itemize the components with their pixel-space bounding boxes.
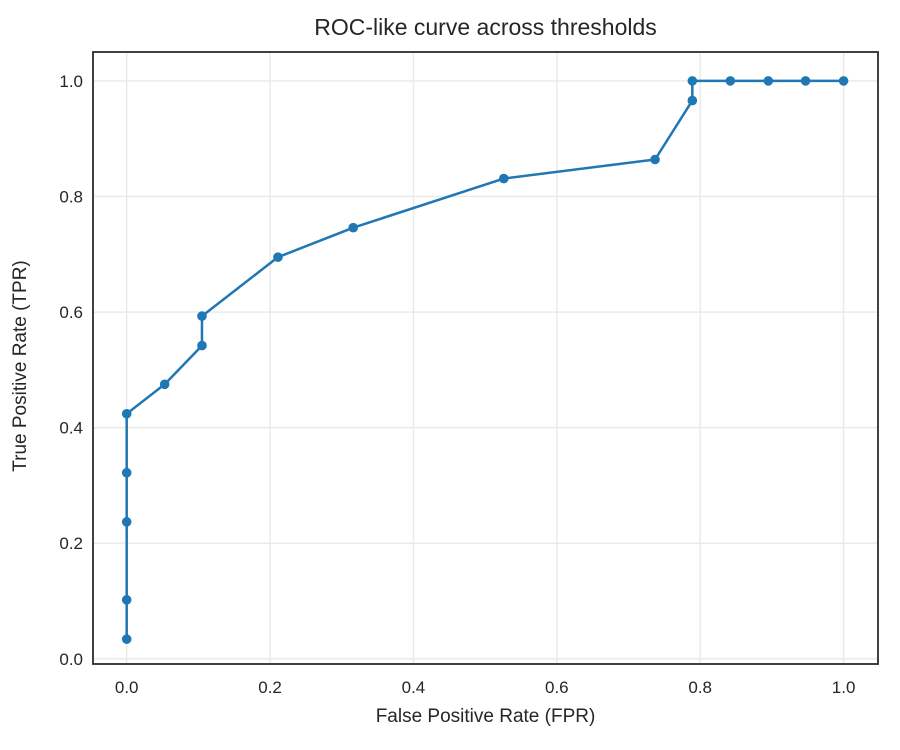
roc-data-point — [687, 76, 698, 86]
roc-data-point — [498, 173, 509, 184]
plot-border — [92, 51, 879, 665]
roc-data-point — [197, 311, 207, 321]
roc-data-point — [121, 595, 132, 605]
roc-data-point — [838, 76, 849, 86]
x-tick-label: 0.2 — [258, 678, 282, 697]
y-tick-label: 0.4 — [59, 419, 83, 438]
y-tick-label: 0.6 — [59, 303, 83, 322]
y-axis-label: True Positive Rate (TPR) — [10, 260, 31, 472]
roc-curve-line — [125, 79, 845, 641]
roc-data-point — [763, 76, 774, 86]
x-tick-label: 0.6 — [545, 678, 569, 697]
x-tick-label: 0.8 — [688, 678, 712, 697]
chart-title: ROC-like curve across thresholds — [314, 14, 657, 40]
roc-data-point — [800, 76, 811, 86]
y-tick-label: 1.0 — [59, 72, 83, 91]
x-tick-label: 0.0 — [115, 678, 139, 697]
roc-data-point — [725, 76, 736, 86]
plot-background — [93, 52, 878, 664]
roc-data-point — [121, 634, 132, 644]
x-axis-label: False Positive Rate (FPR) — [375, 706, 596, 727]
roc-data-point — [273, 252, 283, 262]
roc-data-point — [159, 379, 170, 390]
roc-data-point — [121, 467, 132, 478]
y-tick-label: 0.2 — [59, 534, 83, 553]
roc-data-point — [121, 408, 132, 419]
roc-data-point — [197, 340, 207, 351]
roc-data-point — [650, 154, 660, 165]
roc-data-point — [348, 222, 359, 233]
y-tick-label: 0.0 — [59, 650, 83, 669]
x-tick-label: 1.0 — [832, 678, 856, 697]
roc-data-point — [687, 95, 698, 106]
roc-data-point — [121, 517, 132, 527]
x-tick-label: 0.4 — [402, 678, 426, 697]
y-tick-label: 0.8 — [59, 187, 83, 206]
